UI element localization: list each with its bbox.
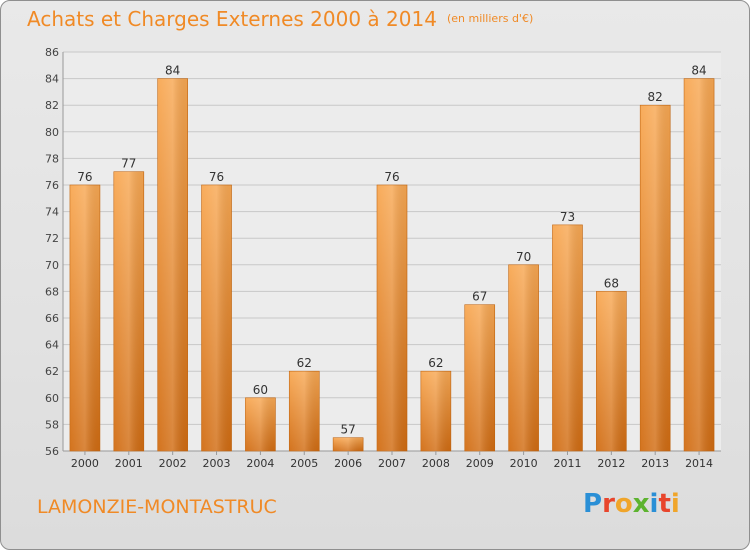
x-tick-label: 2002	[159, 457, 187, 470]
data-label: 77	[121, 157, 136, 171]
x-tick-label: 2008	[422, 457, 450, 470]
proxiti-logo: Proxiti	[583, 489, 680, 519]
x-tick-label: 2001	[115, 457, 143, 470]
y-tick-label: 62	[45, 365, 59, 378]
data-label: 84	[165, 64, 180, 78]
bar-shine	[333, 437, 364, 451]
y-tick-label: 60	[45, 392, 59, 405]
y-tick-label: 58	[45, 418, 59, 431]
x-tick-label: 2003	[203, 457, 231, 470]
data-label: 68	[604, 276, 619, 290]
y-tick-label: 64	[45, 339, 59, 352]
x-tick-label: 2005	[290, 457, 318, 470]
data-label: 67	[472, 290, 487, 304]
y-tick-label: 66	[45, 312, 59, 325]
data-label: 60	[253, 383, 268, 397]
y-tick-label: 56	[45, 445, 59, 458]
bar-shine	[113, 171, 144, 451]
chart-title-text: Achats et Charges Externes 2000 à 2014	[27, 7, 437, 31]
y-tick-label: 80	[45, 126, 59, 139]
bar-shine	[684, 78, 715, 451]
bar-shine	[596, 291, 627, 451]
chart-title: Achats et Charges Externes 2000 à 2014 (e…	[27, 7, 533, 31]
bar-shine	[377, 185, 407, 451]
x-tick-label: 2012	[597, 457, 625, 470]
y-tick-label: 76	[45, 179, 59, 192]
bar-shine	[69, 185, 100, 451]
bar-shine	[420, 371, 451, 451]
bar-shine	[464, 304, 495, 451]
bar-shine	[552, 224, 583, 451]
chart-unit: (en milliers d'€)	[446, 12, 534, 25]
bar-shine	[289, 371, 320, 451]
x-tick-label: 2007	[378, 457, 406, 470]
y-tick-label: 82	[45, 99, 59, 112]
x-tick-label: 2013	[641, 457, 669, 470]
x-tick-label: 2009	[466, 457, 494, 470]
x-tick-label: 2004	[246, 457, 274, 470]
x-tick-label: 2000	[71, 457, 99, 470]
y-tick-label: 84	[45, 73, 59, 86]
y-tick-label: 70	[45, 259, 59, 272]
y-tick-label: 86	[45, 46, 59, 59]
bar-shine	[508, 264, 539, 451]
bar-shine	[201, 185, 232, 451]
data-label: 62	[297, 356, 312, 370]
x-tick-label: 2006	[334, 457, 362, 470]
data-label: 84	[691, 64, 706, 78]
data-label: 70	[516, 250, 531, 264]
data-label: 76	[77, 170, 92, 184]
y-tick-label: 68	[45, 285, 59, 298]
bar-shine	[640, 105, 671, 451]
data-label: 73	[560, 210, 575, 224]
x-tick-label: 2010	[510, 457, 538, 470]
bar-shine	[157, 78, 188, 451]
y-tick-label: 72	[45, 232, 59, 245]
data-label: 62	[428, 356, 443, 370]
data-label: 57	[340, 423, 355, 437]
data-label: 76	[209, 170, 224, 184]
y-tick-label: 74	[45, 206, 59, 219]
x-tick-label: 2011	[553, 457, 581, 470]
data-label: 82	[648, 90, 663, 104]
bar-shine	[245, 397, 276, 451]
data-label: 76	[384, 170, 399, 184]
y-tick-label: 78	[45, 152, 59, 165]
x-tick-label: 2014	[685, 457, 713, 470]
city-name: LAMONZIE-MONTASTRUC	[37, 496, 277, 518]
